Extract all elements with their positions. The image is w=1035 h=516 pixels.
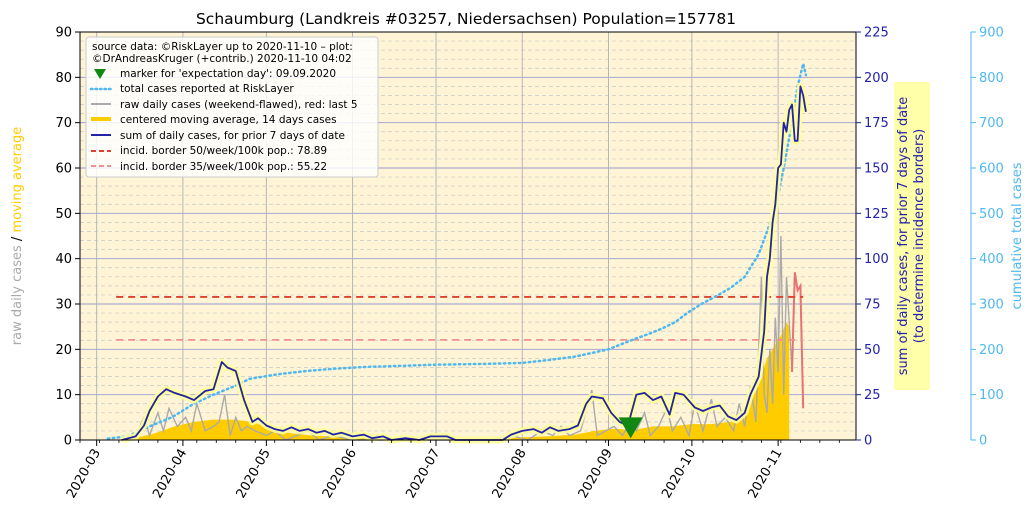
legend-marker-symbol: [94, 69, 106, 79]
left-tick-label: 70: [55, 116, 72, 131]
right1-tick-label: 225: [864, 26, 889, 41]
right1-tick-label: 75: [864, 298, 881, 313]
right2-tick-label: 800: [979, 71, 1004, 86]
expectation-marker-layer: [618, 417, 643, 439]
legend-entry-b35: incid. border 35/week/100k pop.: 55.22: [120, 161, 327, 173]
incidence-border-layer: [116, 296, 804, 341]
x-tick-label: 2020-07: [403, 447, 443, 502]
right1-tick-label: 0: [864, 434, 872, 449]
right-axis-label-callout: [894, 82, 930, 390]
right-axis-label-line2: (to determine incidence borders): [912, 129, 927, 344]
right2-tick-label: 700: [979, 116, 1004, 131]
left-tick-label: 0: [64, 434, 72, 449]
left-tick-label: 80: [55, 71, 72, 86]
x-tick-label: 2020-03: [64, 447, 104, 502]
right2-tick-label: 500: [979, 207, 1004, 222]
raw-daily-recent-line: [791, 272, 805, 409]
right-axis-label-line1: sum of daily cases, for prior 7 days of …: [896, 97, 911, 376]
left-tick-label: 50: [55, 207, 72, 222]
total-cases-layer: [106, 63, 808, 440]
expectation-day-marker: [618, 417, 643, 439]
right1-tick-label: 150: [864, 162, 889, 177]
cumulative-axis-label: cumulative total cases: [1010, 162, 1025, 309]
chart-title: Schaumburg (Landkreis #03257, Niedersach…: [196, 10, 736, 28]
legend-entry-avg: centered moving average, 14 days cases: [120, 114, 337, 126]
legend-header-line2: ©DrAndreasKruger (+contrib.) 2020-11-10 …: [92, 53, 352, 65]
sum7-layer: [120, 82, 810, 444]
right2-tick-label: 900: [979, 26, 1004, 41]
x-tick-label: 2020-08: [490, 447, 530, 502]
right1-tick-label: 125: [864, 207, 889, 222]
moving-average-layer: [116, 322, 790, 440]
left-axis-label-avg: moving average: [10, 127, 25, 233]
plot-frame: [79, 31, 857, 441]
left-axis-label-sep: /: [10, 236, 25, 241]
x-tick-label: 2020-11: [745, 447, 785, 502]
moving-average-area: [116, 322, 790, 440]
x-tick-label: 2020-06: [320, 447, 360, 502]
left-tick-label: 10: [55, 388, 72, 403]
left-tick-label: 60: [55, 162, 72, 177]
right2-tick-label: 200: [979, 343, 1004, 358]
right2-tick-label: 600: [979, 162, 1004, 177]
right2-tick-label: 400: [979, 252, 1004, 267]
x-tick-label: 2020-04: [150, 447, 190, 502]
left-axis-label-raw: raw daily cases: [10, 245, 25, 345]
total-cases-line: [106, 63, 808, 440]
right1-tick-label: 25: [864, 388, 881, 403]
left-tick-label: 20: [55, 343, 72, 358]
right2-tick-label: 100: [979, 388, 1004, 403]
sum7-line: [121, 85, 807, 441]
grid: [80, 31, 856, 441]
legend-entry-total: total cases reported at RiskLayer: [120, 83, 294, 95]
legend-entry-marker: marker for 'expectation day': 09.09.2020: [120, 68, 336, 80]
right1-tick-label: 175: [864, 116, 889, 131]
right1-tick-label: 200: [864, 71, 889, 86]
legend: source data: ©RiskLayer up to 2020-11-10…: [85, 36, 379, 178]
right2-tick-label: 300: [979, 298, 1004, 313]
left-tick-label: 90: [55, 26, 72, 41]
raw-daily-layer: [121, 235, 805, 441]
x-tick-label: 2020-09: [576, 447, 616, 502]
raw-daily-line: [121, 235, 793, 441]
svg-text:raw daily cases /: raw daily cases / moving average: [10, 127, 25, 345]
legend-entry-raw: raw daily cases (weekend-flawed), red: l…: [120, 99, 358, 111]
x-tick-label: 2020-05: [234, 447, 274, 502]
right2-tick-label: 0: [979, 434, 987, 449]
right1-tick-label: 50: [864, 343, 881, 358]
legend-box: [85, 36, 379, 178]
legend-entry-sum7: sum of daily cases, for prior 7 days of …: [120, 130, 345, 142]
left-axis-label: raw daily cases / moving average: [10, 127, 25, 345]
legend-entry-b50: incid. border 50/week/100k pop.: 78.89: [120, 145, 327, 157]
x-tick-label: 2020-10: [659, 447, 699, 502]
legend-header-line1: source data: ©RiskLayer up to 2020-11-10…: [92, 41, 353, 53]
left-tick-label: 30: [55, 298, 72, 313]
right1-tick-label: 100: [864, 252, 889, 267]
left-tick-label: 40: [55, 252, 72, 267]
